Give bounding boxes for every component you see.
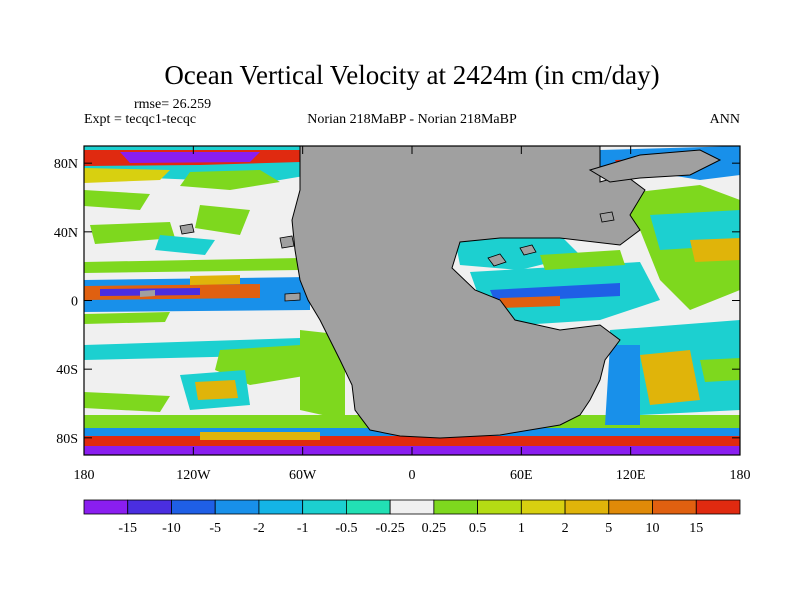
colorbar-swatch (302, 499, 347, 515)
map-panel (84, 146, 740, 455)
ocean-field-patch (84, 392, 170, 412)
colorbar-label: 10 (646, 521, 660, 536)
lat-tick-label: 40N (54, 226, 78, 241)
colorbar-swatch (258, 499, 304, 515)
ocean-field-patch (500, 296, 560, 308)
expt-label: Expt = tecqc1-tecqc (84, 112, 196, 127)
land-masses (140, 146, 722, 439)
colorbar-swatch (214, 499, 260, 515)
colorbar-label: -0.25 (376, 521, 405, 536)
season-label: ANN (710, 112, 740, 127)
colorbar-swatch (345, 499, 391, 515)
rmse-label: rmse= 26.259 (134, 97, 211, 112)
lat-tick-label: 80S (56, 432, 78, 447)
lon-tick-label: 180 (730, 468, 751, 483)
colorbar-swatch (564, 499, 610, 515)
ocean-field (84, 146, 740, 455)
ocean-field-patch (640, 350, 700, 405)
north-landmass (588, 149, 722, 183)
ocean-field-patch (84, 436, 740, 446)
colorbar-label: -5 (209, 521, 221, 536)
colorbar (83, 499, 741, 515)
center-label: Norian 218MaBP - Norian 218MaBP (307, 112, 517, 127)
ocean-field-patch (195, 380, 238, 400)
colorbar-label: -10 (162, 521, 181, 536)
pacific-island (279, 235, 295, 249)
colorbar-label: -2 (253, 521, 265, 536)
colorbar-labels: -15 -10 -5 -2 -1 -0.5 -0.25 0.25 0.5 1 2 5 10 15 (118, 521, 703, 536)
colorbar-label: 0.25 (422, 521, 447, 536)
colorbar-swatch (83, 499, 129, 515)
colorbar-label: -0.5 (335, 521, 357, 536)
lon-tick-label: 0 (409, 468, 416, 483)
lon-tick-label: 120W (176, 468, 211, 483)
tethys-island (487, 253, 507, 267)
ocean-field-patch (90, 222, 175, 244)
colorbar-label: 2 (562, 521, 569, 536)
colorbar-swatch (652, 499, 697, 515)
ocean-field-patch (190, 275, 240, 285)
ocean-field-patch (300, 330, 345, 420)
colorbar-label: 15 (689, 521, 703, 536)
longitude-axis-labels: 180 120W 60W 0 60E 120E 180 (74, 468, 751, 483)
lon-tick-label: 120E (616, 468, 646, 483)
ocean-field-patch (180, 170, 280, 190)
lon-tick-label: 60W (289, 468, 317, 483)
colorbar-swatch (520, 499, 566, 515)
ocean-field-patch (120, 152, 260, 163)
ocean-field-patch (84, 312, 170, 324)
lon-tick-label: 180 (74, 468, 95, 483)
pangaea-landmass (291, 146, 646, 439)
pacific-island (140, 290, 155, 297)
lat-tick-label: 80N (54, 157, 78, 172)
colorbar-label: 5 (605, 521, 612, 536)
ocean-field-patch (200, 432, 320, 440)
ocean-field-patch (84, 190, 150, 210)
lon-tick-label: 60E (510, 468, 533, 483)
colorbar-swatch (695, 499, 741, 515)
ocean-field-patch (195, 205, 250, 235)
pacific-island (179, 223, 195, 235)
lat-tick-label: 0 (71, 295, 78, 310)
latitude-axis-labels: 80N 40N 0 40S 80S (54, 157, 78, 447)
ocean-field-patch (155, 235, 215, 255)
lat-tick-label: 40S (56, 363, 78, 378)
ocean-field-patch (690, 238, 740, 262)
colorbar-swatch (433, 499, 479, 515)
colorbar-swatch (127, 499, 172, 515)
colorbar-swatch (171, 499, 216, 515)
map-ticks (83, 146, 741, 455)
colorbar-swatch (389, 499, 435, 515)
ocean-field-patch (540, 250, 625, 270)
ocean-field-patch (84, 258, 300, 273)
ocean-field-patch (84, 168, 170, 183)
tethys-island (519, 244, 537, 256)
ocean-field-patch (700, 358, 740, 382)
chart-title: Ocean Vertical Velocity at 2424m (in cm/… (164, 60, 659, 90)
colorbar-label: -15 (118, 521, 137, 536)
ocean-field-patch (605, 345, 640, 425)
colorbar-label: 1 (518, 521, 525, 536)
colorbar-swatch (608, 499, 653, 515)
tethys-island (599, 211, 615, 223)
colorbar-label: 0.5 (469, 521, 487, 536)
colorbar-label: -1 (297, 521, 309, 536)
pacific-island (284, 292, 301, 302)
colorbar-swatch (477, 499, 522, 515)
